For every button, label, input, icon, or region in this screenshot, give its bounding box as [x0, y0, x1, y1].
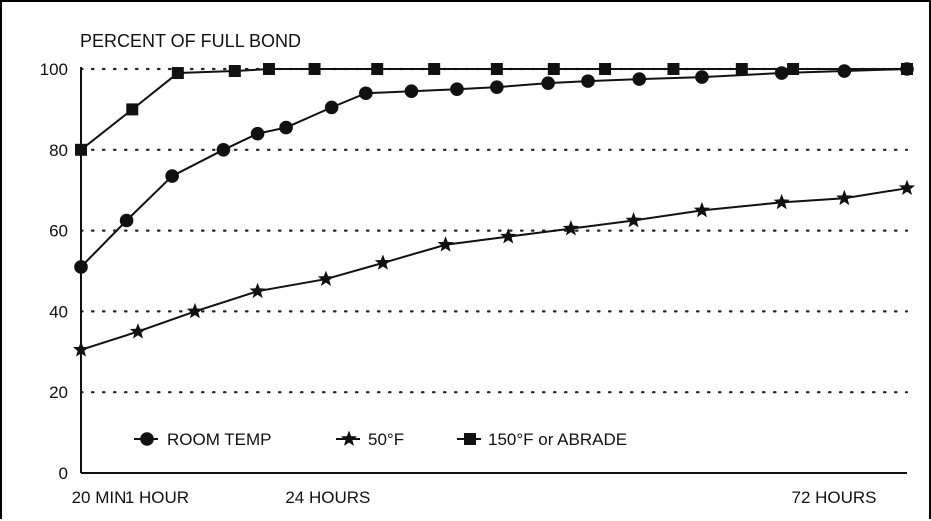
star-point: [562, 220, 579, 236]
circle-point: [250, 126, 265, 141]
circle-point: [541, 76, 555, 90]
circle-point: [695, 70, 709, 84]
circle-point: [404, 84, 419, 99]
legend-item: 50°F: [336, 430, 404, 449]
square-point: [490, 63, 503, 75]
series-line: [80, 68, 908, 268]
x-tick-label: 20 MIN: [72, 488, 127, 507]
square-point: [228, 65, 241, 78]
square-point: [171, 67, 184, 80]
square-point: [599, 63, 612, 75]
circle-point: [279, 120, 293, 135]
circle-point: [632, 72, 647, 86]
circle-point: [490, 80, 504, 94]
star-point: [249, 282, 266, 299]
star-point: [625, 212, 642, 228]
x-tick-label: 72 HOURS: [791, 488, 876, 507]
grid-lines: [79, 67, 909, 394]
star-point: [693, 201, 711, 218]
y-tick-label-80: 80: [49, 141, 68, 160]
series-circle: [74, 62, 914, 274]
star-point: [317, 270, 335, 286]
y-tick-label-60: 60: [49, 222, 68, 241]
square-point: [308, 63, 321, 75]
square-point: [547, 63, 560, 75]
chart-title: PERCENT OF FULL BOND: [80, 31, 301, 51]
star-point: [773, 193, 790, 210]
legend-square-marker: [464, 433, 476, 445]
square-point: [901, 63, 913, 75]
star-point: [129, 323, 147, 339]
y-tick-label-20: 20: [49, 383, 68, 402]
legend-label: ROOM TEMP: [167, 430, 272, 449]
circle-point: [119, 213, 134, 228]
legend-item: 150°F or ABRADE: [457, 430, 627, 449]
series-star: [72, 179, 916, 357]
circle-point: [74, 260, 88, 274]
series-lines: [72, 62, 916, 357]
square-point: [262, 63, 275, 75]
star-point: [437, 236, 454, 252]
y-tick-label-100: 100: [40, 60, 68, 79]
x-tick-label: 1 HOUR: [125, 488, 189, 507]
series-square: [75, 63, 913, 156]
star-point: [500, 228, 517, 244]
circle-point: [450, 82, 464, 96]
y-tick-label-0: 0: [59, 464, 68, 483]
series-line: [80, 187, 908, 351]
legend-label: 150°F or ABRADE: [488, 430, 627, 449]
square-point: [371, 63, 384, 75]
square-point: [787, 63, 800, 75]
circle-point: [324, 100, 339, 115]
star-point: [72, 341, 90, 357]
square-point: [126, 103, 139, 116]
legend-label: 50°F: [368, 430, 404, 449]
star-point: [186, 302, 204, 319]
circle-point: [359, 86, 373, 101]
circle-point: [581, 74, 595, 88]
star-point: [374, 254, 391, 270]
square-point: [667, 63, 680, 75]
circle-point: [837, 64, 852, 78]
legend-circle-marker: [140, 432, 154, 446]
legend-star-marker: [340, 430, 358, 446]
square-point: [75, 143, 87, 156]
circle-point: [216, 143, 231, 157]
legend: ROOM TEMP 50°F 150°F or ABRADE: [134, 430, 627, 449]
x-tick-label: 24 HOURS: [285, 488, 370, 507]
y-tick-label-40: 40: [49, 302, 68, 321]
star-point: [898, 179, 916, 196]
legend-item: ROOM TEMP: [134, 430, 272, 449]
circle-point: [165, 169, 179, 183]
square-point: [735, 63, 748, 75]
star-point: [836, 189, 853, 206]
square-point: [428, 63, 441, 75]
